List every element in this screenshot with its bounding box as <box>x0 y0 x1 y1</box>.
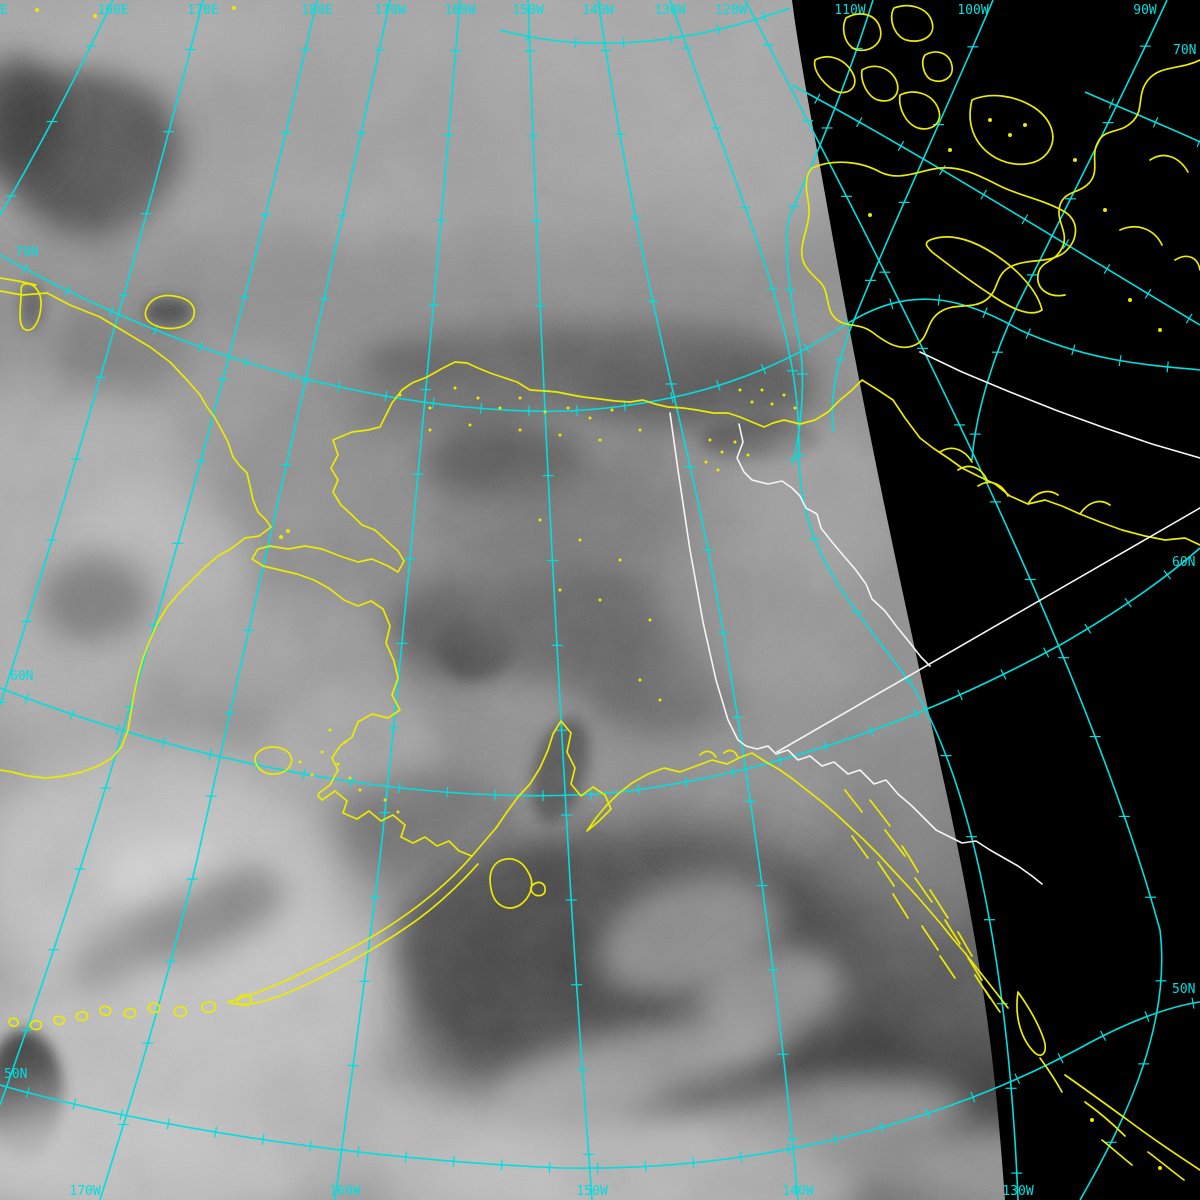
graticule-label-top-180e: 180E <box>301 3 332 18</box>
parallel-70n-limb <box>1084 91 1200 143</box>
graticule-label-top-160e: 160E <box>97 3 128 18</box>
coastline-overlay <box>0 4 1200 1181</box>
terminator-night-region <box>792 0 1200 1200</box>
meridian-130w <box>669 0 1019 1200</box>
meridian-160e <box>0 0 114 216</box>
meridian-150w <box>527 0 593 1200</box>
meridian-160w <box>334 0 461 1200</box>
border-alaska-yukon <box>669 412 758 750</box>
graticule-label-right-60n: 60N <box>1172 555 1195 570</box>
graticule-label-bottom-150w: 150W <box>576 1184 607 1199</box>
graticule-label-top-170w: 170W <box>374 3 405 18</box>
border-yukon-bc-60n <box>776 507 1200 753</box>
aleutian-islands <box>8 993 253 1031</box>
lagoon-ring <box>19 282 42 331</box>
graticule-meridians <box>0 0 1168 1200</box>
parallel-75n-a <box>499 7 791 45</box>
coastline-west-alaska <box>251 439 473 857</box>
coastline-arctic <box>332 361 1200 546</box>
arctic-archipelago <box>800 4 1200 515</box>
graticule-tick-marks <box>0 11 1200 1174</box>
parallel-70n <box>0 254 1200 413</box>
graticule-labels: E 160E 170E 180E 170W 160W 150W 140W 130W 120W 110… <box>0 3 1196 1199</box>
meridian-140w <box>597 0 799 1200</box>
graticule-label-left-60n: 60N <box>10 669 33 684</box>
lake-speckles <box>298 386 797 814</box>
graticule-label-left-50n: 50N <box>4 1067 27 1082</box>
border-yukon-nwt <box>736 423 931 667</box>
political-borders <box>669 351 1200 885</box>
graticule-label-top-e: E <box>0 3 8 18</box>
parallel-60n <box>0 547 1200 797</box>
coastline-chukotka <box>0 290 272 779</box>
meridian-120w <box>744 0 1163 1200</box>
panhandle-islands <box>844 789 1001 1013</box>
parallel-50n <box>0 1001 1200 1170</box>
meridian-170w <box>99 0 391 1200</box>
meridian-90w <box>971 0 1168 461</box>
graticule-label-top-130w: 130W <box>654 3 685 18</box>
graticule-label-top-120w: 120W <box>715 3 746 18</box>
graticule-label-right-50n: 50N <box>1172 982 1195 997</box>
island-ring-large <box>144 294 196 330</box>
island-kodiak <box>489 858 533 909</box>
graticule-label-bottom-160w: 160W <box>329 1184 360 1199</box>
graticule-label-right-70n: 70N <box>1173 43 1196 58</box>
graticule-label-left-70n: 70N <box>15 245 38 260</box>
bc-coast-islands <box>1016 991 1200 1181</box>
graticule-label-top-160w: 160W <box>444 3 475 18</box>
border-panhandle <box>756 745 1043 885</box>
graticule-label-bottom-170w: 170W <box>69 1184 100 1199</box>
coastline-alaska-peninsula <box>227 855 479 1006</box>
graticule-label-top-90w: 90W <box>1133 3 1157 18</box>
graticule-label-top-100w: 100W <box>957 3 988 18</box>
border-offshore <box>919 351 1200 459</box>
graticule-label-bottom-130w: 130W <box>1002 1184 1033 1199</box>
meridian-180 <box>0 0 318 1106</box>
graticule-label-bottom-140w: 140W <box>782 1184 813 1199</box>
island-nunivak <box>254 746 293 775</box>
graticule-label-top-170e: 170E <box>187 3 218 18</box>
meridian-110w <box>785 0 874 466</box>
graticule-label-top-140w: 140W <box>582 3 613 18</box>
graticule-label-top-150w: 150W <box>512 3 543 18</box>
coastline-southcentral <box>471 720 1009 1009</box>
